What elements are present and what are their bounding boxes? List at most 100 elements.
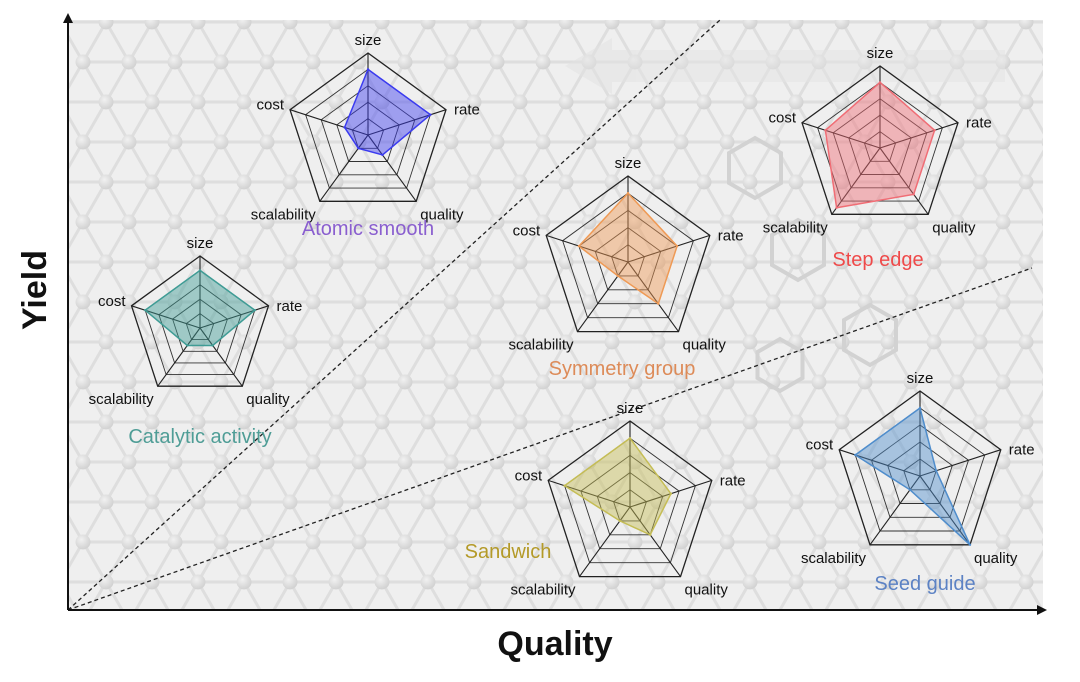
- radar-spoke: [131, 305, 201, 329]
- radar-grid-ring: [562, 192, 694, 319]
- radar-grid-ring: [848, 114, 912, 175]
- radar-symmetry-group: size rate quality scalability cost Symmetry g…: [508, 155, 743, 380]
- radar-data-point: [616, 274, 620, 278]
- radar-data-point: [577, 244, 581, 248]
- radar-data-point: [657, 302, 660, 305]
- axis-label-scalability: scalability: [508, 337, 574, 354]
- radar-grid-ring: [903, 458, 937, 491]
- axis-label-size: size: [867, 45, 894, 62]
- radar-data-point: [824, 129, 827, 132]
- radar-grid-ring: [887, 441, 953, 504]
- radar-spoke: [367, 109, 447, 136]
- radar-charts: size rate quality scalability cost Atomic smo…: [89, 32, 1035, 599]
- axis-label-rate: rate: [454, 102, 480, 119]
- background-arrow: [565, 38, 1005, 94]
- radar-spoke: [579, 506, 631, 577]
- radar-grid-ring: [547, 420, 713, 578]
- series-label: Catalytic activity: [128, 426, 271, 448]
- radar-data-polygon: [577, 192, 678, 305]
- axis-label-cost: cost: [806, 437, 834, 454]
- radar-spoke: [548, 479, 631, 508]
- radar-grid-ring: [130, 255, 270, 387]
- radar-grid-ring: [185, 313, 215, 341]
- radar-seed-guide: size rate quality scalability cost Seed guide: [801, 370, 1035, 595]
- radar-spoke: [289, 109, 369, 136]
- axis-label-rate: rate: [966, 115, 992, 132]
- radar-data-polygon: [853, 406, 971, 546]
- radar-atomic-smooth: size rate quality scalability cost Atomic smo…: [251, 32, 480, 240]
- radar-data-point: [144, 309, 147, 312]
- radar-data-point: [918, 406, 922, 410]
- axis-label-rate: rate: [720, 472, 746, 489]
- axis-label-size: size: [907, 370, 934, 387]
- radar-grid-ring: [580, 454, 680, 550]
- axis-label-cost: cost: [513, 222, 541, 239]
- axis-label-quality: quality: [974, 550, 1018, 567]
- series-label: Symmetry group: [549, 358, 696, 380]
- radar-grid-ring: [611, 244, 645, 277]
- radar-step-edge: size rate quality scalability cost Step edge: [763, 45, 992, 271]
- radar-spoke: [879, 122, 959, 149]
- radar-data-polygon: [343, 68, 432, 156]
- radar-data-point: [935, 469, 938, 472]
- radar-data-point: [211, 344, 214, 347]
- radar-grid-ring: [158, 284, 242, 364]
- radar-data-polygon: [824, 81, 936, 209]
- axis-label-scalability: scalability: [801, 550, 867, 567]
- radar-data-point: [626, 192, 630, 195]
- axis-label-size: size: [355, 32, 382, 49]
- radar-data-polygon: [563, 437, 672, 536]
- radar-data-point: [649, 533, 652, 536]
- axis-label-quality: quality: [932, 219, 976, 236]
- radar-grid-ring: [870, 424, 970, 518]
- axis-label-cost: cost: [98, 293, 126, 310]
- radar-spoke: [919, 475, 971, 546]
- radar-grid-ring: [351, 118, 385, 149]
- axis-label-cost: cost: [256, 97, 284, 114]
- boundary-line-lower: [67, 267, 1033, 611]
- axis-label-size: size: [615, 155, 642, 172]
- radar-grid-ring: [801, 65, 959, 215]
- axis-label-quality: quality: [420, 206, 464, 223]
- radar-grid-ring: [863, 131, 897, 162]
- series-label: Atomic smooth: [302, 218, 434, 240]
- radar-grid-ring: [578, 209, 678, 305]
- radar-spoke: [831, 147, 881, 215]
- axis-label-rate: rate: [1009, 442, 1035, 459]
- radar-data-point: [381, 153, 384, 157]
- radar-data-point: [618, 519, 622, 523]
- y-axis-title: Yield: [16, 250, 54, 330]
- axis-label-cost: cost: [768, 110, 796, 127]
- axis-label-quality: quality: [246, 391, 290, 408]
- radar-spoke: [546, 234, 629, 263]
- radar-sandwich: size rate quality scalability cost Sandwich: [465, 400, 746, 599]
- radar-grid-ring: [545, 175, 711, 333]
- radar-data-point: [835, 206, 838, 209]
- radar-data-point: [675, 244, 679, 248]
- series-label: Sandwich: [465, 541, 552, 563]
- radar-grid-ring: [320, 85, 416, 176]
- radar-spoke: [367, 134, 417, 202]
- axis-label-size: size: [187, 235, 214, 252]
- radar-grid-ring: [172, 298, 228, 352]
- radar-grid-ring: [817, 81, 943, 202]
- radar-data-point: [912, 193, 915, 196]
- radar-data-point: [933, 129, 936, 132]
- axis-label-rate: rate: [718, 227, 744, 244]
- radar-grid-ring: [838, 390, 1002, 546]
- radar-spoke: [879, 147, 929, 215]
- axis-label-scalability: scalability: [510, 582, 576, 599]
- axis-label-scalability: scalability: [763, 219, 829, 236]
- lattice-background: [68, 20, 1043, 610]
- radar-grid-ring: [613, 489, 647, 522]
- hexagon-rings: [727, 135, 898, 394]
- radar-spoke: [629, 506, 681, 577]
- axis-label-scalability: scalability: [251, 206, 317, 223]
- radar-spoke: [627, 234, 710, 263]
- radar-data-point: [908, 488, 912, 491]
- radar-grid-ring: [594, 227, 662, 291]
- series-label: Seed guide: [874, 573, 975, 595]
- radar-catalytic-activity: size rate quality scalability cost Catalytic …: [89, 235, 303, 448]
- radar-data-point: [669, 492, 673, 495]
